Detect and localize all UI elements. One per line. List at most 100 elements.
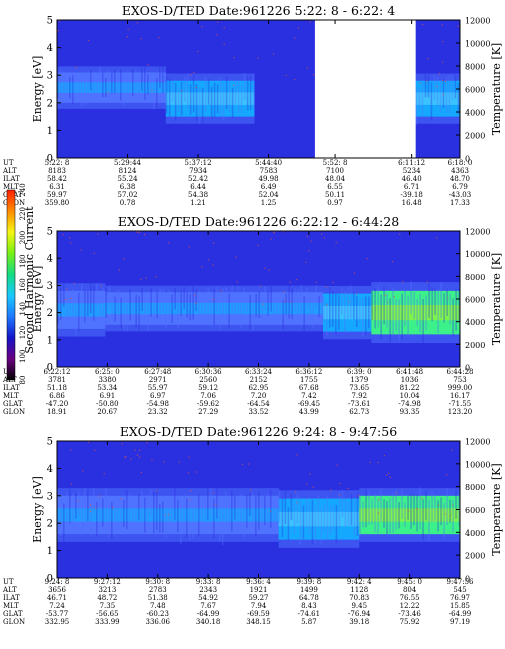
cell-alt: 7100 [326, 167, 344, 175]
noise-dot [95, 507, 97, 510]
noise-dot [353, 272, 356, 274]
cell-glon: 0.78 [120, 199, 136, 207]
cell-ilat: 55.97 [148, 384, 168, 392]
noise-dot [391, 261, 394, 263]
band-texture [364, 296, 367, 336]
band-texture [132, 499, 134, 525]
cell-ilat: 73.65 [349, 384, 369, 392]
noise-dot [402, 281, 404, 283]
noise-dot [65, 298, 67, 301]
band-texture [156, 491, 158, 531]
cell-ilat: 76.55 [400, 594, 420, 602]
row-label: GLAT [3, 400, 23, 408]
cell-glat: -59.62 [197, 400, 219, 408]
band-texture [105, 78, 107, 98]
band-texture [96, 73, 98, 103]
band-texture [416, 494, 418, 532]
band-texture [162, 289, 164, 313]
band-texture [436, 76, 439, 107]
band-texture [454, 75, 457, 99]
y2-tick-label: 0 [465, 364, 470, 373]
band-texture [105, 287, 107, 318]
band-texture [287, 507, 290, 541]
noise-dot [309, 473, 311, 475]
y2-tick-label: 8000 [465, 273, 485, 282]
noise-dot [335, 242, 337, 244]
noise-dot [444, 80, 447, 82]
noise-dot [98, 495, 100, 497]
noise-dot [195, 86, 197, 89]
y-tick-label: 4 [47, 43, 53, 54]
band-texture [322, 295, 325, 322]
noise-dot [70, 449, 72, 451]
band-texture [90, 500, 92, 537]
band-texture [434, 288, 436, 316]
band-texture [150, 287, 152, 317]
y-tick-label: 3 [47, 491, 53, 502]
band-texture [407, 495, 409, 520]
noise-dot [168, 242, 170, 244]
y-axis-label: Energy [eV] [31, 476, 44, 543]
cell-mlt: 16.17 [450, 392, 470, 400]
cell-glon: 33.52 [248, 408, 268, 416]
band-texture [87, 290, 89, 316]
noise-dot [308, 250, 310, 252]
band-texture [350, 494, 353, 526]
band-texture [446, 487, 448, 526]
noise-dot [196, 471, 198, 473]
band-texture [198, 291, 200, 315]
band-texture [249, 492, 251, 517]
band-texture [273, 294, 275, 322]
band-texture [457, 83, 460, 115]
band-texture [433, 74, 436, 100]
y-tick-label: 4 [47, 254, 53, 265]
band-texture [138, 77, 140, 98]
noise-dot [233, 56, 235, 59]
band-texture [267, 494, 269, 527]
band-texture [105, 488, 107, 521]
cell-glat: -74.61 [298, 610, 320, 618]
band-texture [258, 291, 260, 319]
noise-dot [273, 232, 275, 234]
band-texture [359, 495, 361, 537]
band-texture [392, 492, 394, 533]
cell-ut: 9:36: 4 [246, 578, 271, 586]
row-label: ALT [2, 167, 17, 175]
band-texture [96, 283, 98, 307]
band-texture [102, 287, 104, 319]
band-texture [90, 283, 92, 314]
band-texture [398, 299, 400, 341]
noise-dot [93, 252, 95, 254]
noise-dot [156, 490, 158, 492]
band-texture [309, 291, 311, 316]
band-core [415, 92, 460, 105]
noise-dot [140, 471, 143, 474]
band-texture [210, 86, 213, 119]
band-texture [117, 70, 119, 97]
noise-dot [294, 37, 296, 39]
band-texture [204, 76, 207, 112]
band-texture [177, 87, 180, 113]
cell-ilat: 58.42 [47, 175, 67, 183]
noise-dot [62, 234, 64, 236]
row-label: GLON [3, 618, 25, 626]
noise-dot [383, 454, 385, 457]
row-label: ILAT [3, 594, 20, 602]
cell-ut: 9:33: 8 [196, 578, 221, 586]
band-texture [407, 295, 409, 337]
cell-alt: 8183 [48, 167, 66, 175]
band-texture [445, 76, 448, 113]
noise-dot [212, 492, 214, 494]
band-texture [431, 490, 433, 523]
band-texture [425, 295, 427, 330]
band-texture [123, 499, 125, 527]
cell-ilat: 53.34 [97, 384, 118, 392]
band-texture [270, 285, 272, 312]
band-texture [383, 499, 385, 528]
noise-dot [257, 244, 259, 247]
band-texture [123, 297, 125, 331]
cell-ilat: 62.95 [248, 384, 268, 392]
cell-ut: 6:11:12 [398, 159, 425, 167]
band-texture [114, 69, 116, 94]
cell-ut: 9:30: 8 [145, 578, 170, 586]
